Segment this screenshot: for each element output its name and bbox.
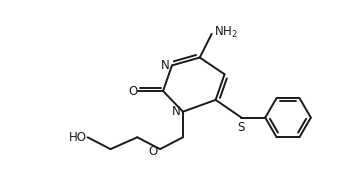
Text: O: O bbox=[128, 84, 137, 98]
Text: N: N bbox=[161, 59, 170, 72]
Text: N: N bbox=[172, 105, 181, 118]
Text: S: S bbox=[238, 121, 245, 134]
Text: O: O bbox=[149, 145, 158, 158]
Text: NH$_2$: NH$_2$ bbox=[214, 25, 237, 40]
Text: HO: HO bbox=[69, 131, 87, 144]
